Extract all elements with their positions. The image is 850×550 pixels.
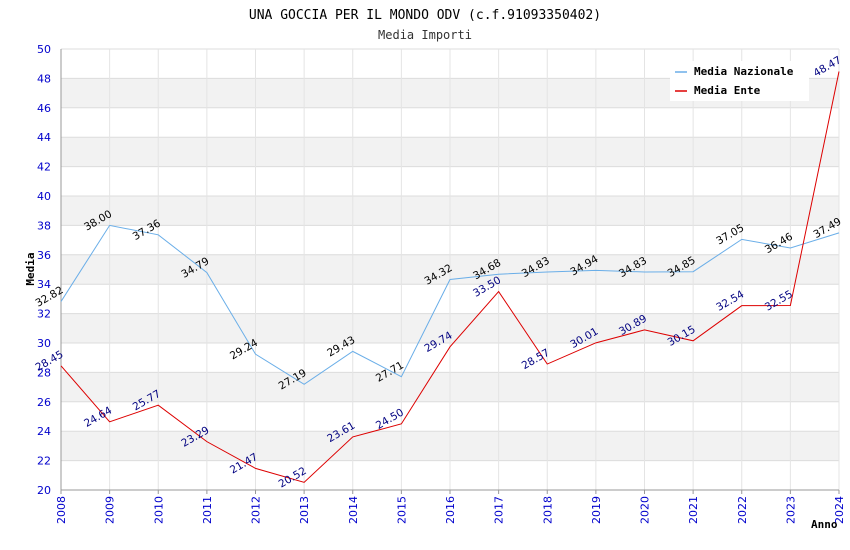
y-tick-label: 46 [37,102,51,115]
x-tick-label: 2019 [590,496,603,524]
y-tick-label: 50 [37,43,51,56]
series-lines [60,71,840,483]
axes [60,49,840,494]
x-tick-label: 2011 [201,496,214,524]
x-tick-label: 2014 [347,496,360,524]
legend-label-media-nazionale: Media Nazionale [694,65,794,78]
y-tick-label: 26 [37,396,51,409]
y-tick-label: 30 [37,337,51,350]
x-tick-label: 2008 [55,496,68,524]
y-tick-label: 28 [37,366,51,379]
y-tick-label: 24 [37,425,51,438]
x-tick-label: 2017 [493,496,506,524]
chart-title: UNA GOCCIA PER IL MONDO ODV (c.f.9109335… [249,8,601,23]
x-axis-label: Anno [811,518,838,531]
x-tick-label: 2022 [736,496,749,524]
legend: Media Nazionale Media Ente [670,61,809,101]
y-tick-label: 34 [37,278,51,291]
y-axis-label: Media [24,252,37,285]
series-line-media-ente [60,71,840,483]
y-tick-label: 48 [37,72,51,85]
legend-label-media-ente: Media Ente [694,84,761,97]
x-tick-label: 2015 [395,496,408,524]
y-tick-label: 36 [37,249,51,262]
x-tick-label: 2013 [298,496,311,524]
x-tick-label: 2010 [152,496,165,524]
chart-subtitle: Media Importi [378,28,472,42]
x-tick-label: 2024 [833,496,846,524]
x-tick-labels: 2008 2009 2010 2011 2012 2013 2014 2015 2016 2017… [55,496,846,524]
y-tick-labels: 20 22 24 26 28 30 32 34 36 38 40 42 44 46 48 50 [37,43,51,497]
y-tick-label: 38 [37,219,51,232]
y-tick-label: 22 [37,455,51,468]
y-tick-label: 44 [37,131,51,144]
x-tick-label: 2009 [104,496,117,524]
x-tick-label: 2016 [444,496,457,524]
y-tick-label: 32 [37,308,51,321]
legend-box [670,61,809,101]
x-tick-label: 2023 [784,496,797,524]
y-tick-label: 40 [37,190,51,203]
y-tick-label: 20 [37,484,51,497]
x-tick-label: 2021 [687,496,700,524]
x-tick-label: 2020 [639,496,652,524]
series-line-media-nazionale [60,224,840,385]
y-tick-label: 42 [37,161,51,174]
x-tick-label: 2012 [250,496,263,524]
x-tick-label: 2018 [541,496,554,524]
